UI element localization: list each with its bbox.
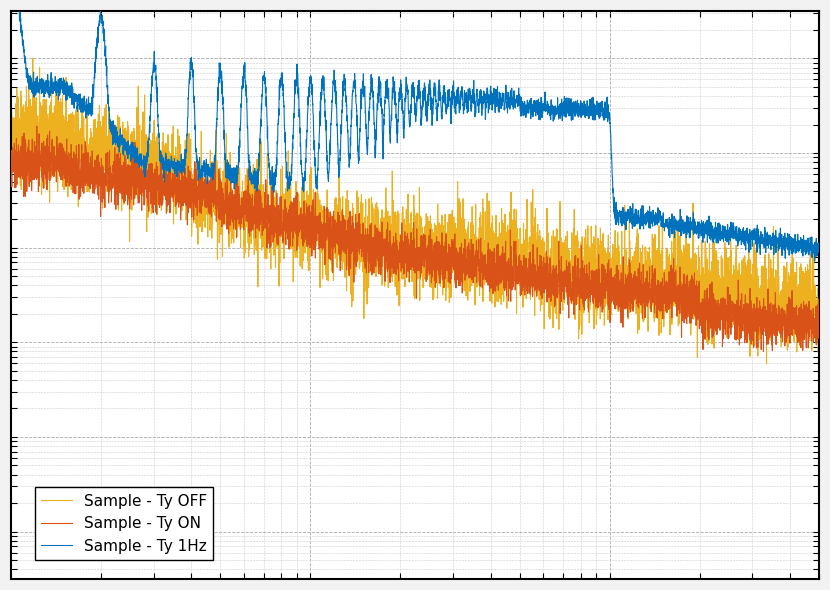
Sample - Ty 1Hz xyxy=(531,109,541,116)
Sample - Ty ON xyxy=(759,348,769,355)
Sample - Ty OFF xyxy=(315,242,325,250)
Sample - Ty 1Hz xyxy=(609,203,619,210)
Sample - Ty ON xyxy=(32,123,42,130)
Legend: Sample - Ty OFF, Sample - Ty ON, Sample - Ty 1Hz: Sample - Ty OFF, Sample - Ty ON, Sample … xyxy=(35,487,213,560)
Sample - Ty 1Hz xyxy=(153,121,163,128)
Sample - Ty 1Hz xyxy=(315,112,325,119)
Sample - Ty OFF xyxy=(491,277,500,284)
Sample - Ty OFF xyxy=(609,254,619,261)
Sample - Ty ON xyxy=(609,286,619,293)
Sample - Ty ON xyxy=(491,266,500,273)
Sample - Ty OFF xyxy=(762,360,772,368)
Sample - Ty OFF xyxy=(27,54,37,61)
Sample - Ty OFF xyxy=(671,269,681,276)
Line: Sample - Ty OFF: Sample - Ty OFF xyxy=(11,58,819,364)
Sample - Ty ON xyxy=(315,209,325,217)
Sample - Ty 1Hz xyxy=(491,102,500,109)
Line: Sample - Ty ON: Sample - Ty ON xyxy=(11,126,819,351)
Line: Sample - Ty 1Hz: Sample - Ty 1Hz xyxy=(11,0,819,261)
Sample - Ty OFF xyxy=(814,291,824,298)
Sample - Ty OFF xyxy=(6,100,16,107)
Sample - Ty ON xyxy=(671,300,681,307)
Sample - Ty ON xyxy=(814,324,824,332)
Sample - Ty OFF xyxy=(153,167,163,174)
Sample - Ty ON xyxy=(6,156,16,163)
Sample - Ty 1Hz xyxy=(814,249,824,256)
Sample - Ty ON xyxy=(531,268,541,275)
Sample - Ty ON xyxy=(153,178,163,185)
Sample - Ty 1Hz xyxy=(810,258,820,265)
Sample - Ty OFF xyxy=(531,271,541,278)
Sample - Ty 1Hz xyxy=(671,219,681,227)
